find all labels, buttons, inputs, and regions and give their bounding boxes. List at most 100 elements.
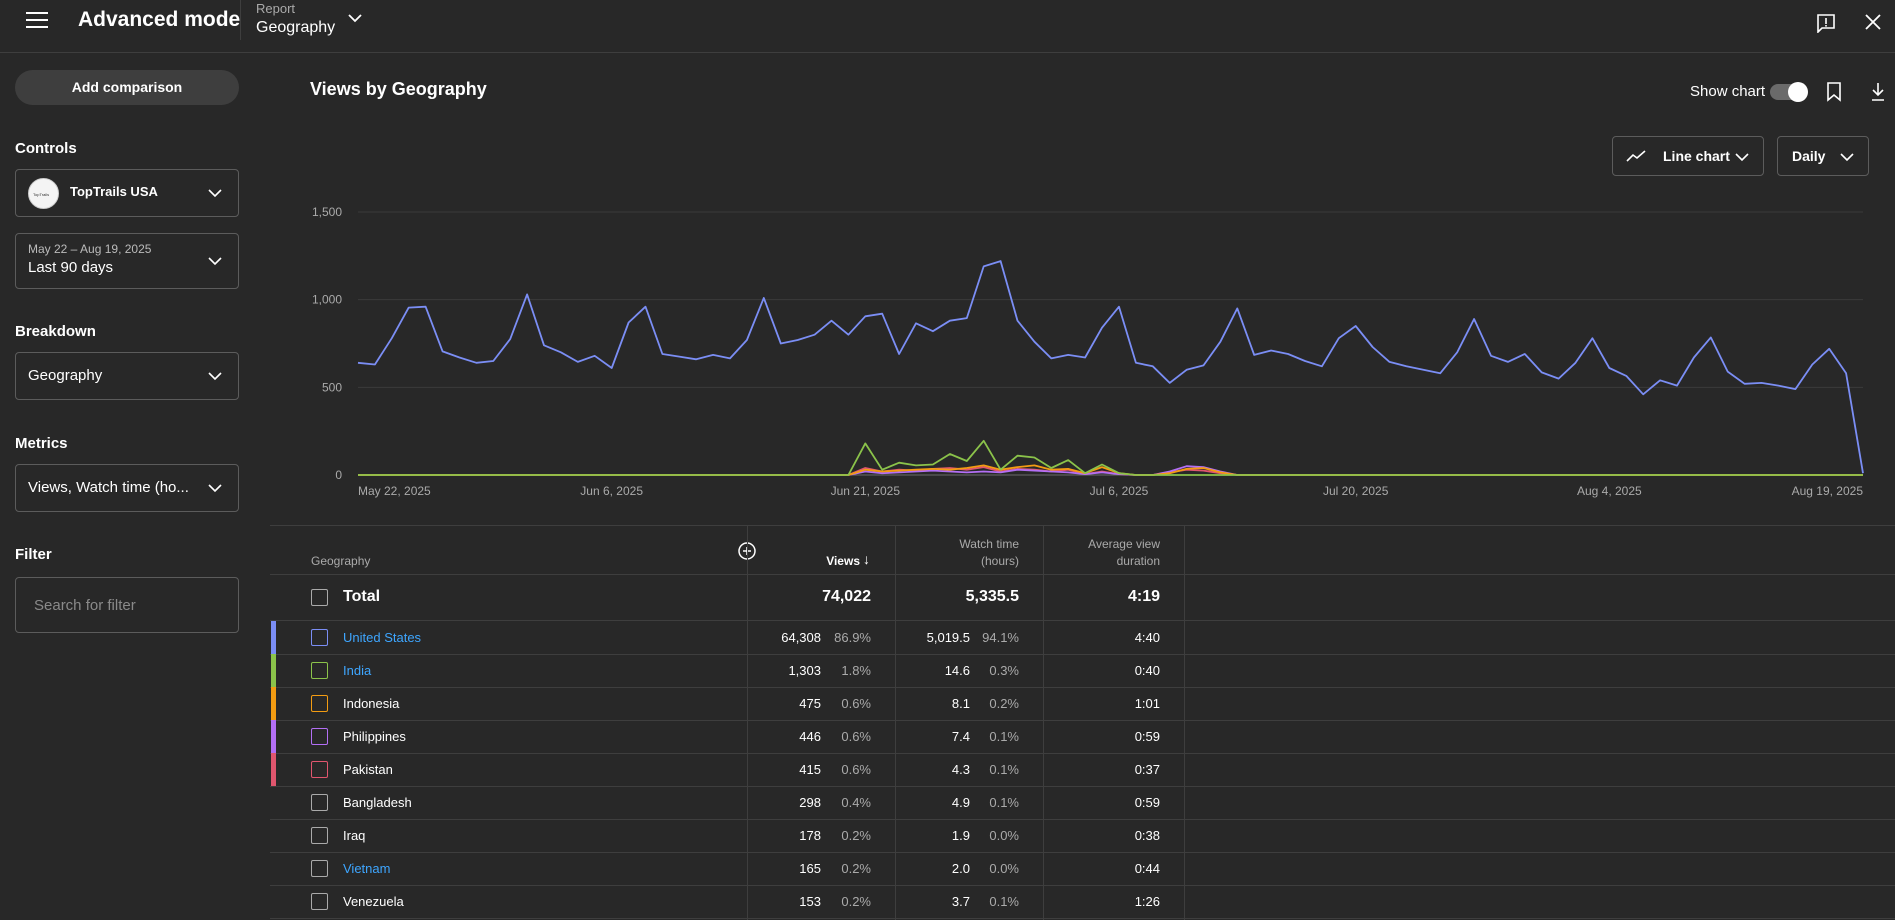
app-title: Advanced mode (78, 8, 241, 31)
column-divider (895, 526, 896, 920)
header-watch-time[interactable]: Watch time (959, 537, 1019, 551)
breakdown-selector[interactable]: Geography (15, 352, 239, 400)
column-divider (747, 526, 748, 920)
views-percent: 0.6% (841, 762, 871, 777)
watch-time-value: 4.9 (951, 795, 970, 810)
avg-duration-value: 1:01 (1134, 696, 1160, 711)
row-checkbox[interactable] (311, 695, 328, 712)
top-bar: Advanced mode Report Geography (0, 0, 1895, 53)
watch-time-value: 7.4 (951, 729, 970, 744)
header-watch-time-unit: (hours) (980, 554, 1019, 568)
views-percent: 0.6% (841, 729, 871, 744)
row-divider (270, 574, 1895, 575)
report-value: Geography (256, 19, 336, 36)
metrics-selector[interactable]: Views, Watch time (ho... (15, 464, 239, 512)
row-checkbox[interactable] (311, 860, 328, 877)
row-divider (270, 852, 1895, 853)
row-checkbox[interactable] (311, 761, 328, 778)
avg-duration-value: 0:44 (1134, 861, 1160, 876)
chevron-down-icon (1735, 153, 1749, 162)
date-range-selector[interactable]: May 22 – Aug 19, 2025 Last 90 days (15, 233, 239, 289)
add-comparison-button[interactable]: Add comparison (15, 70, 239, 105)
header-avg-view-duration[interactable]: Average view (1088, 537, 1160, 551)
views-value: 298 (799, 795, 821, 810)
feedback-icon[interactable] (1816, 13, 1836, 33)
filter-heading: Filter (15, 546, 52, 563)
row-checkbox[interactable] (311, 662, 328, 679)
row-checkbox[interactable] (311, 728, 328, 745)
date-range-label: Last 90 days (28, 259, 114, 276)
avg-duration-value: 0:40 (1134, 663, 1160, 678)
column-divider (1043, 526, 1044, 920)
channel-logo: TopTrails (28, 178, 59, 209)
country-name: Philippines (343, 729, 406, 744)
total-watch-time: 5,335.5 (965, 588, 1019, 605)
header-avg-view-duration-2: duration (1116, 554, 1160, 568)
views-percent: 1.8% (841, 663, 871, 678)
filter-search-input[interactable] (15, 577, 239, 633)
chevron-down-icon (208, 372, 222, 381)
date-range-dates: May 22 – Aug 19, 2025 (28, 242, 152, 256)
watch-time-value: 2.0 (951, 861, 970, 876)
avg-duration-value: 1:26 (1134, 894, 1160, 909)
period-selector[interactable]: Daily (1777, 136, 1869, 176)
total-checkbox[interactable] (311, 589, 328, 606)
views-value: 415 (799, 762, 821, 777)
watch-time-percent: 0.1% (989, 795, 1019, 810)
toggle-knob (1788, 82, 1808, 102)
channel-selector[interactable]: TopTrails TopTrails USA (15, 169, 239, 217)
country-name: Iraq (343, 828, 366, 843)
country-name: Indonesia (343, 696, 400, 711)
watch-time-percent: 0.3% (989, 663, 1019, 678)
row-divider (270, 654, 1895, 655)
watch-time-value: 14.6 (944, 663, 970, 678)
row-checkbox[interactable] (311, 629, 328, 646)
watch-time-value: 4.3 (951, 762, 970, 777)
views-value: 64,308 (781, 630, 821, 645)
show-chart-toggle[interactable] (1770, 82, 1808, 102)
sidebar: Add comparison Controls TopTrails TopTra… (0, 54, 252, 920)
avg-duration-value: 0:59 (1134, 795, 1160, 810)
avg-duration-value: 0:59 (1134, 729, 1160, 744)
views-percent: 0.2% (841, 828, 871, 843)
row-checkbox[interactable] (311, 794, 328, 811)
country-name: Bangladesh (343, 795, 412, 810)
chart-title: Views by Geography (310, 79, 487, 99)
menu-icon[interactable] (26, 12, 48, 30)
watch-time-value: 1.9 (951, 828, 970, 843)
row-divider (270, 687, 1895, 688)
views-percent: 0.6% (841, 696, 871, 711)
sort-arrow-icon: ↓ (863, 551, 870, 567)
row-checkbox[interactable] (311, 893, 328, 910)
watch-time-percent: 0.1% (989, 894, 1019, 909)
header-geography[interactable]: Geography (311, 554, 371, 568)
download-icon[interactable] (1870, 82, 1886, 102)
row-divider (270, 786, 1895, 787)
views-value: 165 (799, 861, 821, 876)
bookmark-icon[interactable] (1826, 82, 1842, 102)
avg-duration-value: 0:37 (1134, 762, 1160, 777)
views-percent: 0.2% (841, 861, 871, 876)
close-icon[interactable] (1864, 13, 1882, 31)
country-name[interactable]: United States (343, 630, 422, 645)
chevron-down-icon (208, 484, 222, 493)
avg-duration-value: 4:40 (1134, 630, 1160, 645)
chevron-down-icon (1840, 153, 1854, 162)
chevron-down-icon (208, 189, 222, 198)
chart-type-selector[interactable]: Line chart (1612, 136, 1764, 176)
avg-duration-value: 0:38 (1134, 828, 1160, 843)
chevron-down-icon (348, 14, 362, 23)
country-name[interactable]: India (343, 663, 372, 678)
row-divider (270, 885, 1895, 886)
divider (240, 0, 241, 40)
report-selector[interactable]: Report Geography (250, 0, 380, 42)
views-value: 1,303 (788, 663, 821, 678)
country-name[interactable]: Vietnam (343, 861, 391, 876)
views-percent: 0.4% (841, 795, 871, 810)
watch-time-percent: 0.0% (989, 828, 1019, 843)
row-checkbox[interactable] (311, 827, 328, 844)
watch-time-percent: 0.1% (989, 729, 1019, 744)
main-panel: Views by Geography Show chart Line chart… (270, 54, 1895, 920)
header-views[interactable]: Views (826, 554, 860, 568)
total-avg-duration: 4:19 (1127, 588, 1160, 605)
